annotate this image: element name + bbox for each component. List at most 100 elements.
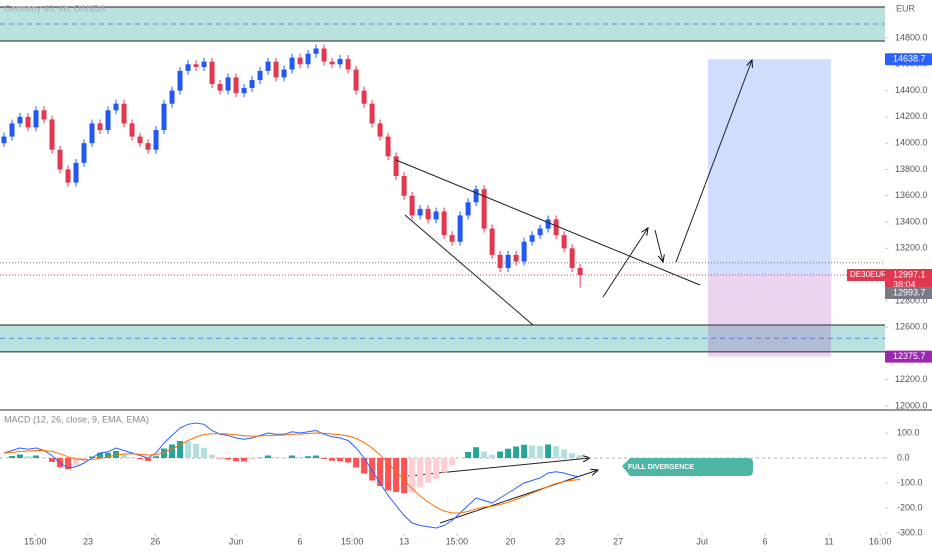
histogram-bar <box>441 458 448 473</box>
x-tick-label: 27 <box>613 536 623 546</box>
histogram-bar <box>473 447 480 458</box>
x-tick-label: 20 <box>506 536 516 546</box>
candle-body <box>145 143 151 150</box>
histogram-bar <box>225 458 232 460</box>
arrow <box>675 60 752 263</box>
histogram-bar <box>521 444 528 458</box>
x-tick-label: Jun <box>229 536 244 546</box>
x-tick-label: 15:00 <box>24 536 47 546</box>
candle-body <box>297 57 303 65</box>
candle-body <box>529 235 535 242</box>
chart-title: Germany 40, 4h, OANDA <box>4 3 106 13</box>
histogram-bar <box>537 446 544 458</box>
x-tick-label: 6 <box>762 536 767 546</box>
candle-body <box>289 57 295 70</box>
candle-body <box>9 123 15 137</box>
candle-body <box>321 48 327 62</box>
histogram-bar <box>321 458 328 459</box>
histogram-bar <box>105 452 112 458</box>
x-tick-label: 16:00 <box>869 536 892 546</box>
histogram-bar <box>281 457 288 458</box>
histogram-bar <box>297 457 304 458</box>
histogram-bar <box>577 455 584 458</box>
histogram-bar <box>433 458 440 479</box>
symbol-label: DE30EUR <box>850 270 887 279</box>
histogram-bar <box>49 458 56 462</box>
candle-body <box>97 123 103 131</box>
candle-body <box>505 254 511 269</box>
candle-body <box>329 61 335 65</box>
macd-title: MACD (12, 26, close, 9, EMA, EMA) <box>4 414 149 424</box>
histogram-bar <box>377 458 384 486</box>
y-tick-label: 14800.0 <box>895 32 928 42</box>
stop-box <box>885 350 932 363</box>
x-tick-label: 6 <box>298 536 303 546</box>
x-tick-label: 11 <box>824 536 833 546</box>
candle-body <box>489 228 495 255</box>
histogram-bar <box>489 454 496 458</box>
histogram-bar <box>273 457 280 458</box>
arrow <box>654 229 663 262</box>
candle-body <box>161 103 167 131</box>
histogram-bar <box>345 458 352 463</box>
x-tick-label: 23 <box>555 536 565 546</box>
histogram-bar <box>505 448 512 458</box>
candle-body <box>561 235 567 249</box>
candle-body <box>545 219 551 229</box>
histogram-bar <box>65 458 72 470</box>
histogram-bar <box>161 448 168 458</box>
histogram-bar <box>9 456 16 458</box>
candle-body <box>201 61 207 67</box>
position-loss <box>708 275 831 357</box>
histogram-bar <box>329 458 336 461</box>
histogram-bar <box>417 458 424 488</box>
candle-body <box>513 254 519 262</box>
histogram-bar <box>145 458 152 461</box>
x-tick-label: Jul <box>696 536 708 546</box>
histogram-bar <box>209 454 216 458</box>
histogram-bar <box>369 458 376 481</box>
candle-body <box>577 268 583 275</box>
candle-body <box>385 136 391 157</box>
position-profit <box>708 59 831 276</box>
stop-label: 12375.7 <box>893 351 926 361</box>
candle-body <box>369 103 375 124</box>
candle-body <box>49 119 55 150</box>
histogram-bar <box>393 458 400 492</box>
y-tick-label: 12000.0 <box>895 400 928 410</box>
histogram-bar <box>217 458 224 459</box>
candle-body <box>73 162 79 183</box>
histogram-bar <box>561 449 568 458</box>
histogram-bar <box>17 454 24 458</box>
y-tick-label: 12200.0 <box>895 374 928 384</box>
candle-body <box>113 103 119 111</box>
histogram-bar <box>177 441 184 458</box>
histogram-bar <box>33 455 40 458</box>
histogram-bar <box>361 458 368 474</box>
histogram-bar <box>185 441 192 458</box>
histogram-bar <box>153 456 160 458</box>
candle-body <box>345 59 351 70</box>
macd-line <box>3 422 581 529</box>
label-box <box>622 458 753 476</box>
y-tick-label: -100.0 <box>897 477 923 487</box>
histogram-bar <box>425 458 432 483</box>
candle-body <box>1 136 7 144</box>
histogram-bar <box>465 452 472 458</box>
candle-body <box>273 61 279 78</box>
candle-body <box>193 64 199 67</box>
candle-body <box>553 219 559 236</box>
candle-body <box>569 248 575 269</box>
histogram-bar <box>529 445 536 458</box>
histogram-bar <box>305 456 312 458</box>
symbol-box <box>847 268 885 281</box>
signal-line <box>3 432 581 514</box>
x-tick-label: 13 <box>399 536 409 546</box>
candle-body <box>89 123 95 144</box>
candle-body <box>401 176 407 196</box>
candle-body <box>409 195 415 216</box>
candle-body <box>105 110 111 131</box>
histogram-bar <box>337 458 344 462</box>
y-tick-label: 100.0 <box>897 427 920 437</box>
